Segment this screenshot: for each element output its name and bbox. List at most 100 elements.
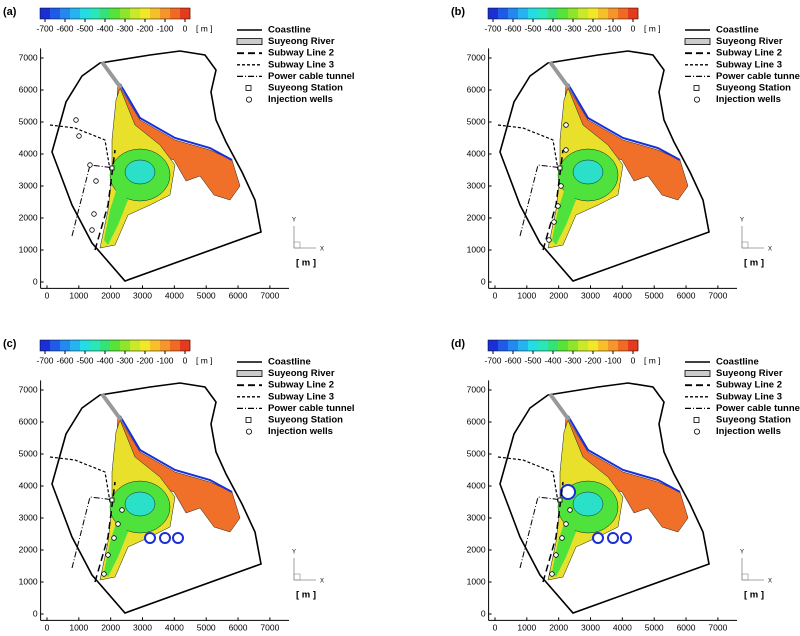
drawdown-edge [567, 83, 681, 161]
colorbar-cell [90, 340, 101, 351]
legend-symbol [684, 38, 711, 45]
y-tick-label: 0 [481, 276, 486, 286]
well-cone [172, 532, 184, 544]
colorbar-tick-label: -600 [504, 23, 521, 33]
x-tick-label: 3000 [133, 291, 152, 301]
colorbar-frame [39, 7, 191, 20]
colorbar-cell [60, 8, 71, 19]
legend-label: Injection wells [268, 94, 333, 105]
legend-label: Coastline [268, 357, 311, 368]
injection-well [546, 237, 552, 243]
legend-label: Coastline [716, 25, 759, 36]
legend-symbol [245, 85, 252, 91]
subway-line-3 [49, 124, 111, 171]
icon-box [741, 573, 749, 581]
map [49, 382, 262, 614]
y-tick-label: 3000 [467, 512, 486, 522]
y-tick-label: 5000 [467, 448, 486, 458]
colorbar-cell [528, 340, 539, 351]
colorbar-cell [70, 8, 81, 19]
legend-symbol [245, 428, 252, 435]
drawdown-green-tail [552, 185, 576, 245]
y-tick-label: 1000 [467, 244, 486, 254]
colorbar-cell [498, 340, 509, 351]
colorbar-cell [488, 8, 499, 19]
icon-x: X [768, 247, 772, 253]
colorbar-tick-label: -400 [96, 355, 113, 365]
colorbar-tick-label: -300 [564, 355, 581, 365]
colorbar-cell [100, 8, 111, 19]
x-tick-label: 4000 [613, 623, 632, 633]
legend-label: Subway Line 2 [716, 380, 782, 391]
colorbar-cell [120, 8, 131, 19]
injection-well [559, 535, 565, 541]
colorbar-cell [628, 340, 639, 351]
colorbar-cell [558, 8, 569, 19]
colorbar-tick-label: -400 [544, 23, 561, 33]
colorbar-cell [578, 8, 589, 19]
injection-well [563, 521, 569, 527]
well-cone [560, 484, 576, 500]
x-tick-label: 6000 [677, 623, 696, 633]
river [548, 60, 571, 90]
x-tick-label: 3000 [581, 623, 600, 633]
panel: (a) 0 1000 2000 3000 4000 5000 6000 7000 0 1000 200… [3, 6, 355, 301]
drawdown-edge [567, 415, 681, 493]
x-tick-label: 5000 [645, 623, 664, 633]
legend-label: Suyeong River [716, 368, 783, 379]
injection-well [551, 219, 557, 225]
legend-label: Coastline [716, 357, 759, 368]
station [557, 165, 563, 171]
subway-line-3 [49, 456, 111, 503]
colorbar-cell [40, 8, 51, 19]
river [100, 60, 123, 90]
power-cable-tunnel [71, 496, 116, 569]
legend-label: Suyeong Station [268, 415, 343, 426]
legend-label: Power cable tunnel [716, 403, 800, 414]
colorbar-cell [498, 8, 509, 19]
colorbar-cell [80, 8, 91, 19]
y-tick-label: 5000 [19, 116, 38, 126]
colorbar-cell [578, 340, 589, 351]
colorbar-tick-label: -100 [156, 23, 173, 33]
colorbar-tick-label: -700 [36, 355, 53, 365]
x-tick-label: 1000 [69, 623, 88, 633]
colorbar-cell [488, 340, 499, 351]
colorbar-tick-label: -200 [584, 23, 601, 33]
y-tick-label: 1000 [19, 576, 38, 586]
legend-label: Power cable tunnel [268, 71, 355, 82]
legend-label: Power cable tunnel [716, 71, 800, 82]
drawdown-edge [119, 83, 233, 161]
colorbar-tick-label: -100 [604, 23, 621, 33]
y-tick-label: 4000 [467, 480, 486, 490]
icon-box [293, 573, 301, 581]
legend-label: Suyeong Station [716, 415, 791, 426]
colorbar-tick-label: -400 [544, 355, 561, 365]
colorbar-cell [558, 340, 569, 351]
x-tick-label: 3000 [581, 291, 600, 301]
legend-label: Subway Line 3 [268, 391, 334, 402]
injection-well [563, 122, 569, 128]
x-tick-label: 4000 [165, 291, 184, 301]
subway-line-3 [497, 124, 559, 171]
colorbar-cell [150, 8, 161, 19]
x-tick-label: 0 [45, 623, 50, 633]
x-tick-label: 3000 [133, 623, 152, 633]
x-tick-label: 1000 [69, 291, 88, 301]
x-tick-label: 5000 [197, 623, 216, 633]
injection-well [73, 117, 79, 123]
colorbar-cell [110, 8, 121, 19]
drawdown-cyan [124, 159, 156, 185]
legend-label: Injection wells [268, 426, 333, 437]
colorbar-cell [568, 340, 579, 351]
injection-well [553, 552, 559, 558]
x-tick-label: 1000 [517, 291, 536, 301]
icon-y: Y [740, 550, 744, 556]
map [497, 382, 710, 614]
legend-symbol [236, 38, 263, 45]
injection-well [87, 162, 93, 168]
colorbar-cell [50, 340, 61, 351]
station [109, 497, 115, 503]
colorbar-tick-label: -200 [136, 23, 153, 33]
y-tick-label: 6000 [467, 84, 486, 94]
